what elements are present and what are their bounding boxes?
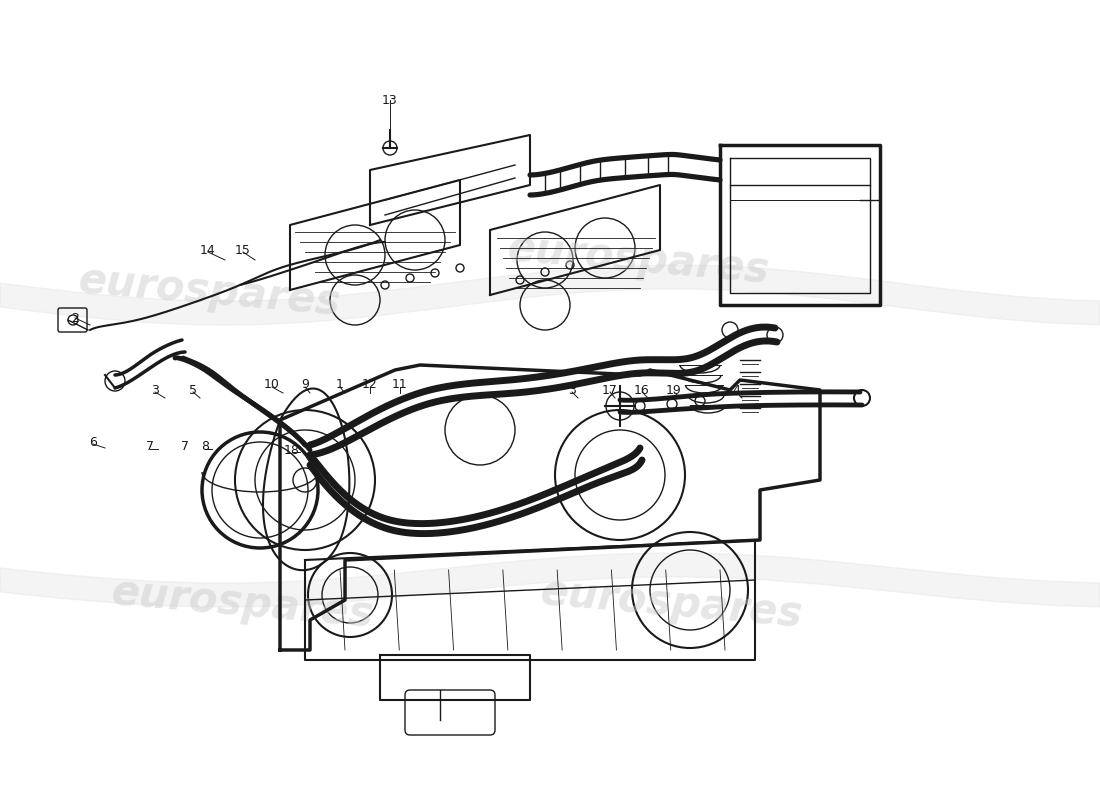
Text: eurospares: eurospares (505, 228, 771, 292)
Text: 3: 3 (568, 383, 576, 397)
Text: 9: 9 (301, 378, 309, 391)
Text: eurospares: eurospares (76, 260, 342, 324)
Text: 1: 1 (337, 378, 344, 391)
Text: 7: 7 (146, 441, 154, 454)
Text: 11: 11 (392, 378, 408, 391)
Text: 10: 10 (264, 378, 279, 391)
Text: 13: 13 (382, 94, 398, 106)
Text: 14: 14 (200, 243, 216, 257)
Text: 18: 18 (284, 443, 300, 457)
Text: 2: 2 (72, 311, 79, 325)
Text: 7: 7 (182, 441, 189, 454)
Text: 17: 17 (602, 383, 618, 397)
Text: 8: 8 (201, 441, 209, 454)
Text: 15: 15 (235, 243, 251, 257)
Text: 12: 12 (362, 378, 378, 391)
Text: eurospares: eurospares (109, 572, 375, 636)
Text: eurospares: eurospares (538, 572, 804, 636)
Text: 6: 6 (89, 435, 97, 449)
Text: 16: 16 (634, 383, 650, 397)
Text: 3: 3 (151, 383, 158, 397)
Text: 5: 5 (189, 383, 197, 397)
Text: 4: 4 (733, 383, 740, 397)
Text: 19: 19 (667, 383, 682, 397)
